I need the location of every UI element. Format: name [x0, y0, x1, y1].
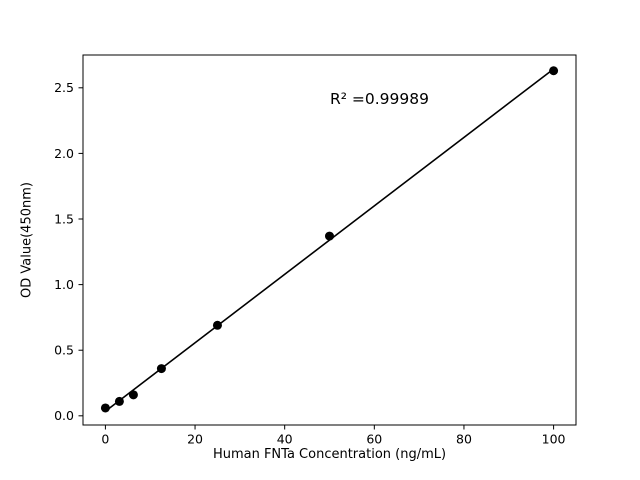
data-point	[212, 320, 222, 330]
y-tick-label: 0.5	[54, 343, 74, 358]
y-tick-label: 1.5	[54, 211, 74, 226]
x-tick-label: 60	[366, 432, 382, 447]
r-squared-annotation: R² =0.99989	[330, 90, 429, 108]
y-axis-label: OD Value(450nm)	[19, 182, 35, 298]
y-tick-label: 2.0	[54, 146, 74, 161]
x-axis-label: Human FNTa Concentration (ng/mL)	[212, 447, 447, 462]
x-tick-label: 40	[277, 432, 293, 447]
x-tick-label: 0	[101, 432, 109, 447]
data-point	[128, 390, 138, 400]
x-tick-label: 100	[542, 432, 566, 447]
y-tick-label: 0.0	[54, 408, 74, 423]
y-tick-label: 1.0	[54, 277, 74, 292]
data-point	[325, 231, 334, 241]
y-tick-label: 2.5	[54, 80, 74, 95]
data-point	[114, 396, 124, 406]
plot-border	[82, 54, 577, 426]
data-point	[156, 364, 166, 374]
data-point	[100, 403, 110, 413]
x-tick-label: 80	[456, 432, 472, 447]
data-point	[549, 66, 559, 76]
x-tick-label: 20	[187, 432, 203, 447]
